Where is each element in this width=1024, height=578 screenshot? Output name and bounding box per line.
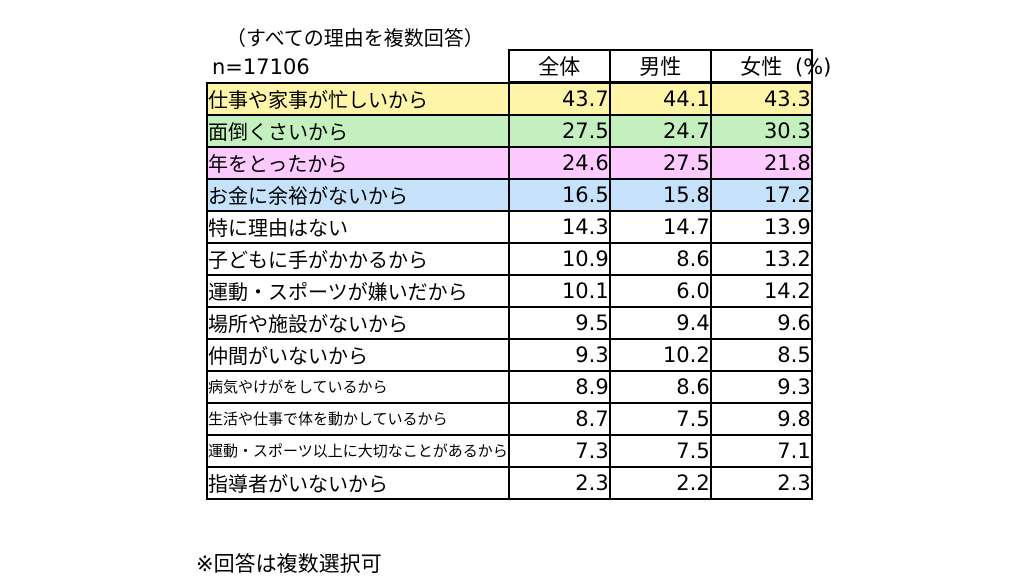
value-male: 14.7 <box>608 209 712 244</box>
table-row: お金に余裕がないから 16.5 15.8 17.2 <box>206 177 813 212</box>
row-label: 指導者がいないから <box>206 465 510 500</box>
value-female: 13.2 <box>709 241 813 276</box>
value-total: 27.5 <box>507 113 611 148</box>
value-male: 2.2 <box>608 465 712 500</box>
value-male: 7.5 <box>608 401 712 436</box>
value-total: 8.7 <box>507 401 611 436</box>
value-total: 2.3 <box>507 465 611 500</box>
table-row: 仲間がいないから 9.3 10.2 8.5 <box>206 337 813 372</box>
value-female: 13.9 <box>709 209 813 244</box>
value-female: 9.6 <box>709 305 813 340</box>
table-row: 病気やけがをしているから 8.9 8.6 9.3 <box>206 369 813 404</box>
row-label: 病気やけがをしているから <box>206 369 510 404</box>
row-label: 年をとったから <box>206 145 510 180</box>
value-female: 9.8 <box>709 401 813 436</box>
table-row: 子どもに手がかかるから 10.9 8.6 13.2 <box>206 241 813 276</box>
value-male: 8.6 <box>608 369 712 404</box>
value-female: 43.3 <box>709 81 813 116</box>
value-male: 10.2 <box>608 337 712 372</box>
table-row: 面倒くさいから 27.5 24.7 30.3 <box>206 113 813 148</box>
row-label: 仕事や家事が忙しいから <box>206 81 510 116</box>
value-female: 9.3 <box>709 369 813 404</box>
header-blank-cell <box>207 50 510 83</box>
table-row: 年をとったから 24.6 27.5 21.8 <box>206 145 813 180</box>
value-female: 21.8 <box>709 145 813 180</box>
value-male: 8.6 <box>608 241 712 276</box>
row-label: 子どもに手がかかるから <box>206 241 510 276</box>
table-row: 運動・スポーツ以上に大切なことがあるから 7.3 7.5 7.1 <box>206 433 813 468</box>
row-label: 場所や施設がないから <box>206 305 510 340</box>
value-total: 14.3 <box>507 209 611 244</box>
row-label: 面倒くさいから <box>206 113 510 148</box>
value-total: 9.3 <box>507 337 611 372</box>
table-row: 仕事や家事が忙しいから 43.7 44.1 43.3 <box>206 81 813 116</box>
table-row: 特に理由はない 14.3 14.7 13.9 <box>206 209 813 244</box>
table-row: 指導者がいないから 2.3 2.2 2.3 <box>206 465 813 500</box>
value-total: 43.7 <box>507 81 611 116</box>
value-total: 8.9 <box>507 369 611 404</box>
row-label: 運動・スポーツ以上に大切なことがあるから <box>206 433 510 468</box>
row-label: 仲間がいないから <box>206 337 510 372</box>
value-female: 7.1 <box>709 433 813 468</box>
reasons-table: 全体 男性 女性 仕事や家事が忙しいから 43.7 44.1 43.3 面倒くさいから 2… <box>206 49 813 500</box>
value-male: 27.5 <box>608 145 712 180</box>
value-male: 6.0 <box>608 273 712 308</box>
value-total: 16.5 <box>507 177 611 212</box>
table-header-row: 全体 男性 女性 <box>207 49 813 84</box>
value-male: 15.8 <box>608 177 712 212</box>
row-label: 特に理由はない <box>206 209 510 244</box>
value-male: 24.7 <box>608 113 712 148</box>
column-header-total: 全体 <box>507 49 611 84</box>
table-body: 仕事や家事が忙しいから 43.7 44.1 43.3 面倒くさいから 27.5 24.7 30… <box>206 81 813 500</box>
value-female: 14.2 <box>709 273 813 308</box>
value-female: 30.3 <box>709 113 813 148</box>
value-male: 7.5 <box>608 433 712 468</box>
value-male: 9.4 <box>608 305 712 340</box>
row-label: お金に余裕がないから <box>206 177 510 212</box>
value-total: 10.1 <box>507 273 611 308</box>
column-header-female: 女性 <box>709 49 813 84</box>
row-label: 生活や仕事で体を動かしているから <box>206 401 510 436</box>
table-row: 運動・スポーツが嫌いだから 10.1 6.0 14.2 <box>206 273 813 308</box>
column-header-male: 男性 <box>608 49 712 84</box>
footnote: ※回答は複数選択可 <box>196 552 382 576</box>
value-total: 7.3 <box>507 433 611 468</box>
table-row: 生活や仕事で体を動かしているから 8.7 7.5 9.8 <box>206 401 813 436</box>
value-total: 24.6 <box>507 145 611 180</box>
table-row: 場所や施設がないから 9.5 9.4 9.6 <box>206 305 813 340</box>
value-total: 9.5 <box>507 305 611 340</box>
row-label: 運動・スポーツが嫌いだから <box>206 273 510 308</box>
value-female: 8.5 <box>709 337 813 372</box>
value-total: 10.9 <box>507 241 611 276</box>
value-female: 2.3 <box>709 465 813 500</box>
value-male: 44.1 <box>608 81 712 116</box>
value-female: 17.2 <box>709 177 813 212</box>
table-note: （すべての理由を複数回答） <box>226 26 484 50</box>
